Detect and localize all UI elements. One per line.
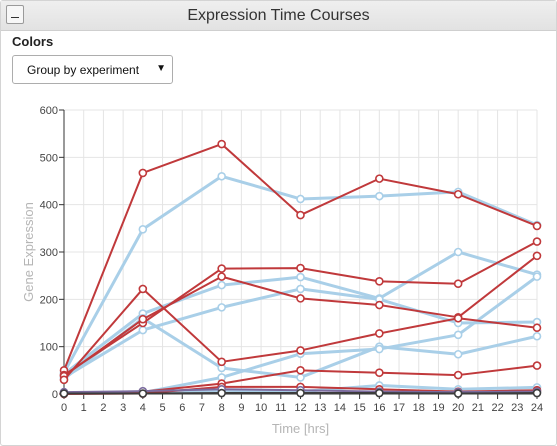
- data-point[interactable]: [217, 388, 226, 398]
- data-point[interactable]: [532, 361, 542, 370]
- data-point[interactable]: [375, 277, 384, 286]
- y-tick-label: 200: [40, 294, 58, 306]
- data-point[interactable]: [138, 224, 148, 234]
- data-point[interactable]: [59, 375, 69, 385]
- x-tick-label: 14: [334, 402, 346, 414]
- x-tick-label: 21: [472, 402, 484, 414]
- data-point[interactable]: [138, 325, 148, 335]
- x-tick-label: 20: [452, 402, 464, 414]
- data-point[interactable]: [453, 247, 463, 257]
- data-point[interactable]: [296, 263, 305, 273]
- dropdown-arrow-icon: ▼: [156, 63, 166, 74]
- x-axis-title: Time [hrs]: [272, 421, 329, 436]
- y-tick-label: 300: [40, 247, 58, 259]
- data-point[interactable]: [375, 388, 384, 398]
- data-point[interactable]: [375, 191, 384, 201]
- minimize-icon: [11, 17, 19, 18]
- x-tick-label: 17: [393, 402, 405, 414]
- minimize-button[interactable]: [6, 5, 24, 24]
- data-point[interactable]: [532, 272, 542, 281]
- x-tick-label: 24: [531, 402, 543, 414]
- x-tick-label: 11: [275, 402, 286, 414]
- panel-title: Expression Time Courses: [187, 7, 370, 24]
- x-tick-label: 6: [179, 402, 185, 414]
- data-point[interactable]: [217, 264, 226, 273]
- data-point[interactable]: [217, 357, 226, 367]
- data-point[interactable]: [375, 329, 384, 338]
- data-point[interactable]: [375, 368, 384, 378]
- color-grouping-select[interactable]: Group by experiment ▼: [12, 55, 173, 84]
- data-point[interactable]: [138, 284, 148, 294]
- data-point[interactable]: [453, 349, 463, 359]
- data-point[interactable]: [296, 210, 305, 220]
- y-tick-label: 0: [52, 389, 58, 401]
- x-tick-label: 8: [219, 402, 225, 414]
- x-tick-label: 22: [491, 402, 503, 414]
- data-point[interactable]: [532, 221, 542, 231]
- data-point[interactable]: [296, 366, 305, 375]
- data-point[interactable]: [532, 388, 542, 398]
- data-point[interactable]: [296, 388, 305, 398]
- data-point[interactable]: [375, 300, 384, 310]
- data-point[interactable]: [453, 370, 463, 380]
- x-tick-label: 12: [294, 402, 306, 414]
- x-tick-label: 0: [61, 402, 67, 414]
- series-dark: [59, 388, 542, 398]
- x-tick-label: 18: [413, 402, 425, 414]
- data-point[interactable]: [217, 139, 226, 149]
- x-tick-label: 7: [199, 402, 205, 414]
- color-grouping-value: Group by experiment: [27, 63, 140, 77]
- data-point[interactable]: [138, 168, 148, 178]
- colors-label: Colors: [12, 34, 54, 49]
- data-point[interactable]: [138, 389, 148, 398]
- data-point[interactable]: [296, 194, 305, 204]
- x-tick-label: 13: [314, 402, 326, 414]
- x-tick-label: 3: [120, 402, 126, 414]
- chart-series: [59, 139, 542, 399]
- data-point[interactable]: [453, 330, 463, 340]
- data-point[interactable]: [453, 189, 463, 199]
- data-point[interactable]: [453, 279, 463, 289]
- x-tick-label: 1: [81, 402, 87, 414]
- data-point[interactable]: [217, 272, 226, 281]
- data-point[interactable]: [217, 171, 226, 181]
- data-point[interactable]: [296, 272, 305, 282]
- data-point[interactable]: [375, 174, 384, 183]
- y-tick-label: 100: [40, 342, 58, 354]
- data-point[interactable]: [532, 331, 542, 341]
- x-tick-label: 10: [255, 402, 267, 414]
- x-tick-label: 15: [354, 402, 366, 414]
- x-tick-label: 2: [100, 402, 106, 414]
- x-tick-label: 5: [159, 402, 165, 414]
- data-point[interactable]: [59, 389, 69, 398]
- y-tick-label: 600: [40, 105, 58, 117]
- data-point[interactable]: [296, 346, 305, 355]
- title-bar: Expression Time Courses: [1, 1, 556, 31]
- data-point[interactable]: [532, 323, 542, 333]
- data-point[interactable]: [296, 284, 305, 294]
- series-red: [59, 284, 542, 385]
- y-axis-title: Gene Expression: [21, 202, 36, 302]
- x-tick-label: 4: [140, 402, 146, 414]
- data-point[interactable]: [375, 344, 384, 354]
- x-tick-label: 19: [432, 402, 444, 414]
- data-point[interactable]: [296, 294, 305, 303]
- data-point[interactable]: [138, 314, 148, 324]
- data-point[interactable]: [296, 373, 305, 382]
- x-tick-label: 9: [238, 402, 244, 414]
- data-point[interactable]: [453, 313, 463, 323]
- y-tick-label: 500: [40, 152, 58, 164]
- data-point[interactable]: [217, 303, 226, 312]
- x-tick-label: 16: [373, 402, 385, 414]
- data-point[interactable]: [453, 389, 463, 398]
- y-tick-label: 400: [40, 200, 58, 212]
- data-point[interactable]: [217, 280, 226, 290]
- x-tick-label: 23: [511, 402, 523, 414]
- data-point[interactable]: [532, 251, 542, 261]
- data-point[interactable]: [532, 237, 542, 246]
